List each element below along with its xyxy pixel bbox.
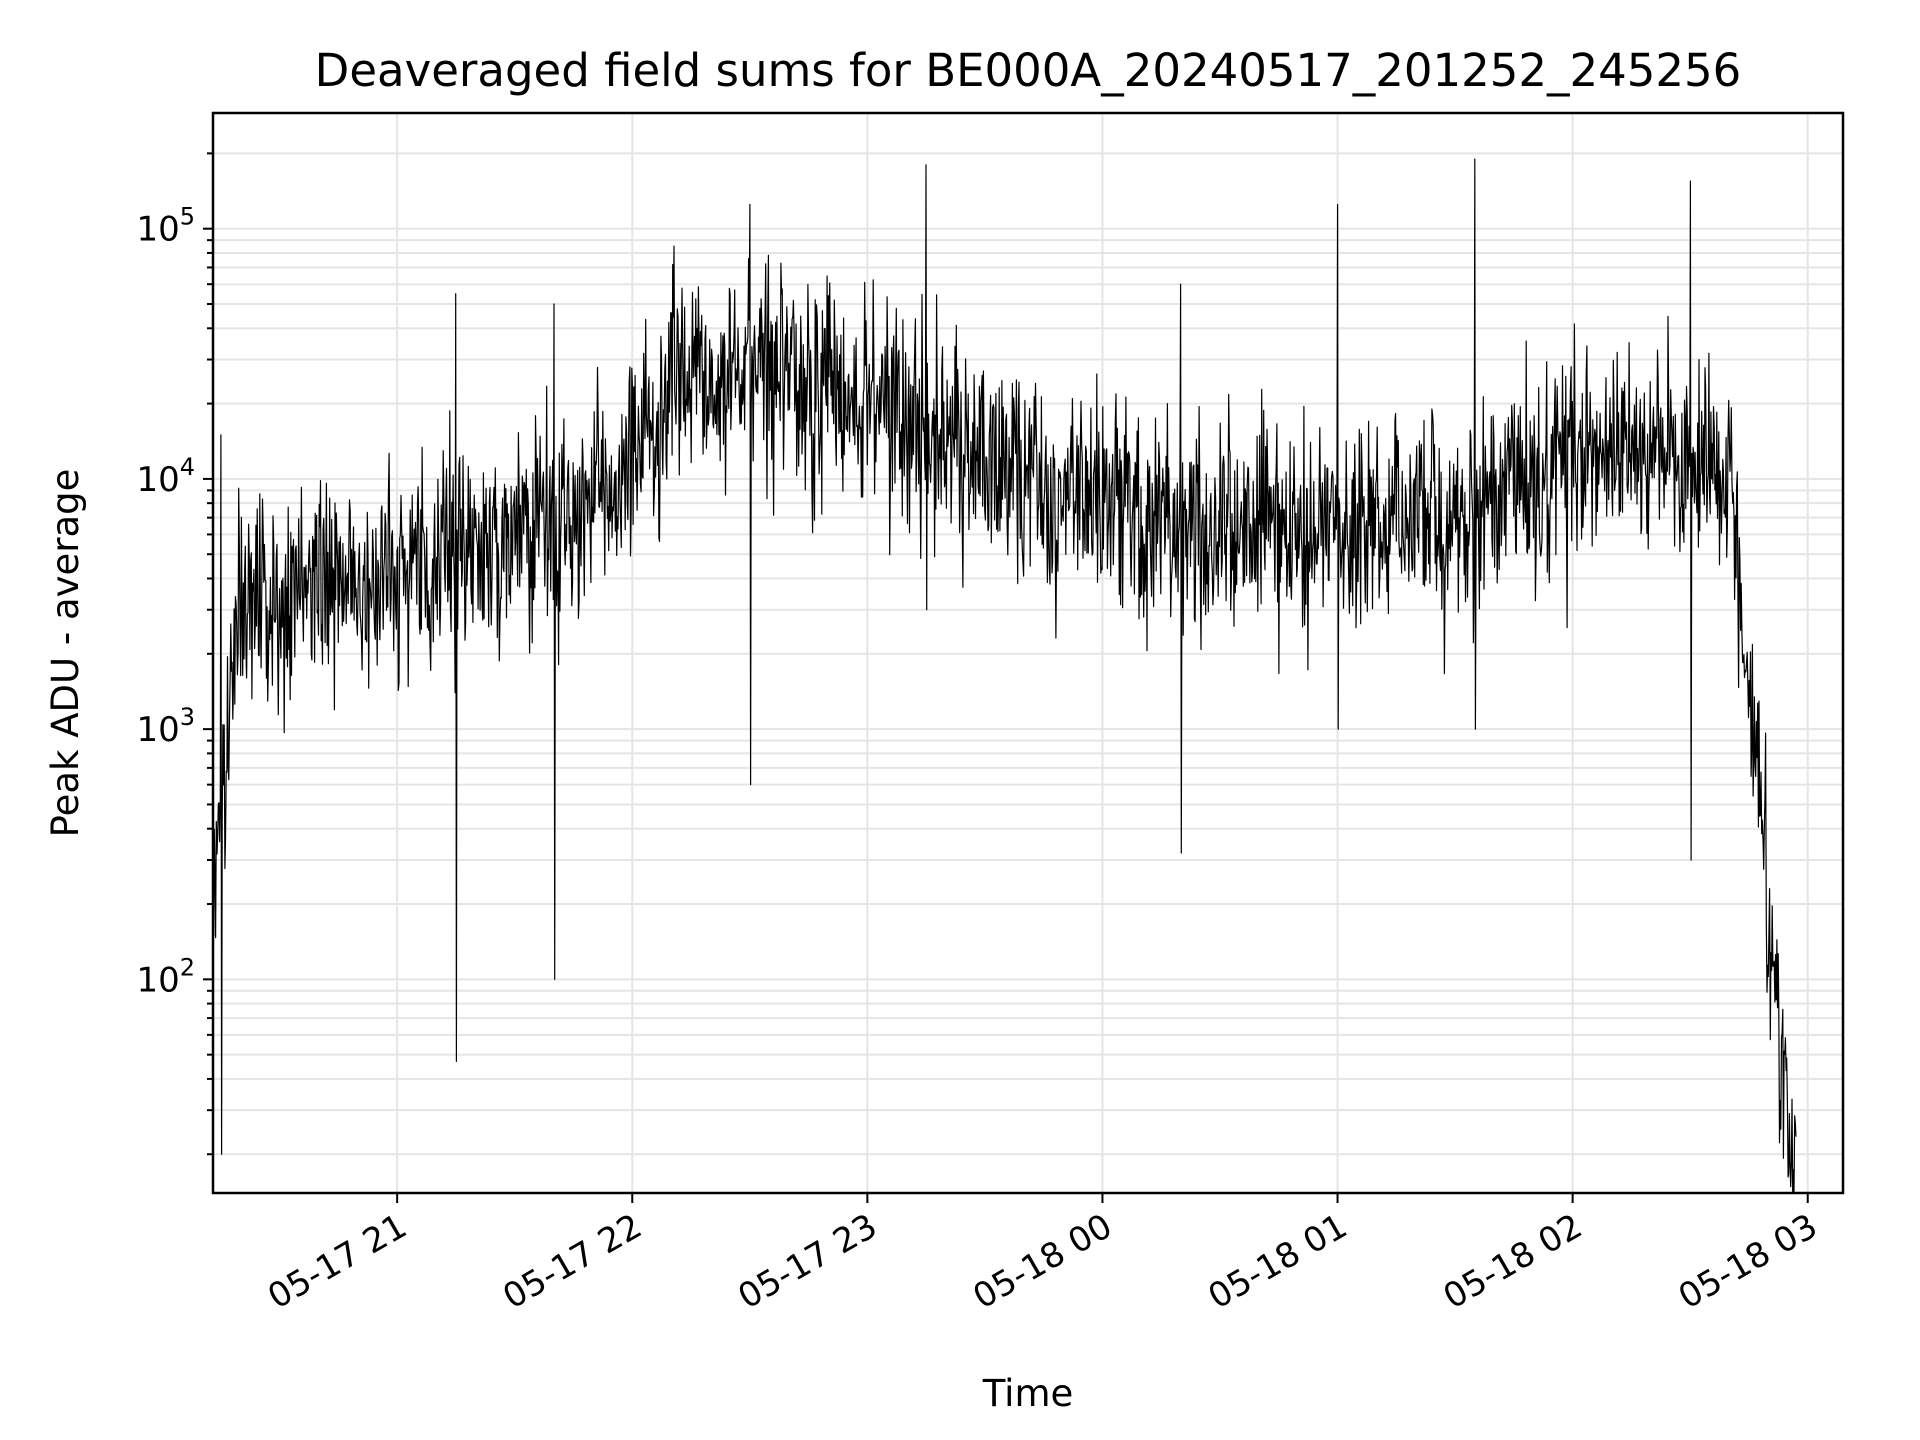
y-tick-label: 103 (136, 703, 195, 750)
y-axis-label: Peak ADU - average (44, 469, 87, 838)
y-tick-label: 104 (136, 453, 195, 500)
data-layer (212, 158, 1797, 1194)
chart-title: Deaveraged field sums for BE000A_2024051… (315, 44, 1742, 97)
series-line (212, 158, 1797, 1194)
y-tick-label: 102 (136, 953, 195, 1000)
x-axis-label: Time (982, 1372, 1074, 1415)
y-tick-label: 105 (136, 203, 195, 250)
